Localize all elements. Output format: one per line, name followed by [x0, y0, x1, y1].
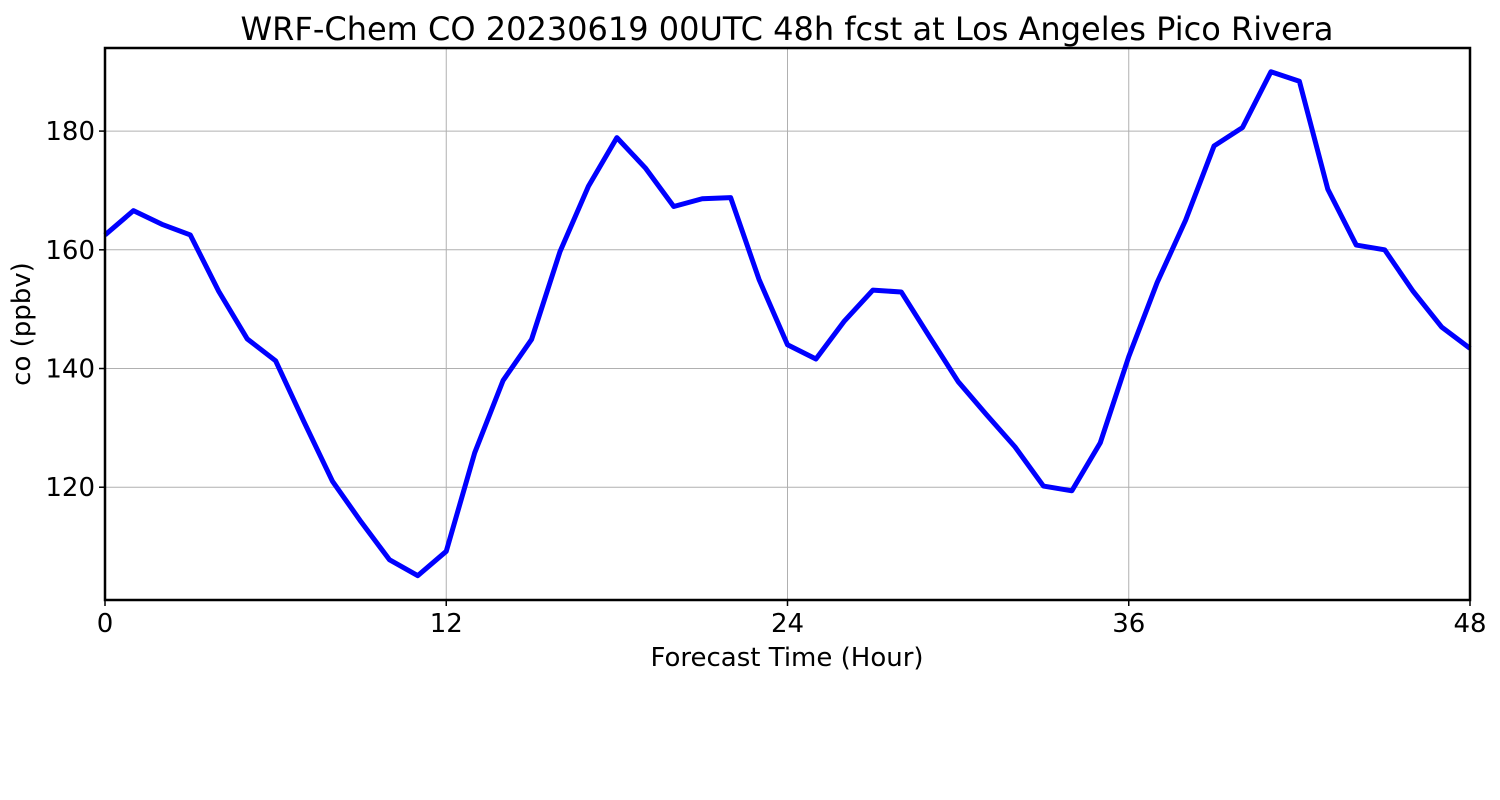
chart-title: WRF-Chem CO 20230619 00UTC 48h fcst at L…: [241, 10, 1334, 48]
x-tick-label: 12: [430, 609, 463, 639]
y-axis-label: co (ppbv): [7, 262, 37, 386]
grid: [105, 48, 1470, 600]
y-tick-label: 140: [45, 355, 95, 385]
series-area: [103, 69, 1472, 579]
x-tick-label: 36: [1112, 609, 1145, 639]
ticks: 0 12 24 36 48 120 140 160 180: [45, 117, 1486, 639]
x-tick-label: 0: [97, 609, 114, 639]
x-tick-label: 24: [771, 609, 804, 639]
x-tick-label: 48: [1453, 609, 1486, 639]
y-tick-label: 180: [45, 117, 95, 147]
x-axis-label: Forecast Time (Hour): [650, 643, 923, 673]
y-tick-label: 160: [45, 236, 95, 266]
y-tick-label: 120: [45, 473, 95, 503]
co-series-line: [103, 69, 1472, 579]
